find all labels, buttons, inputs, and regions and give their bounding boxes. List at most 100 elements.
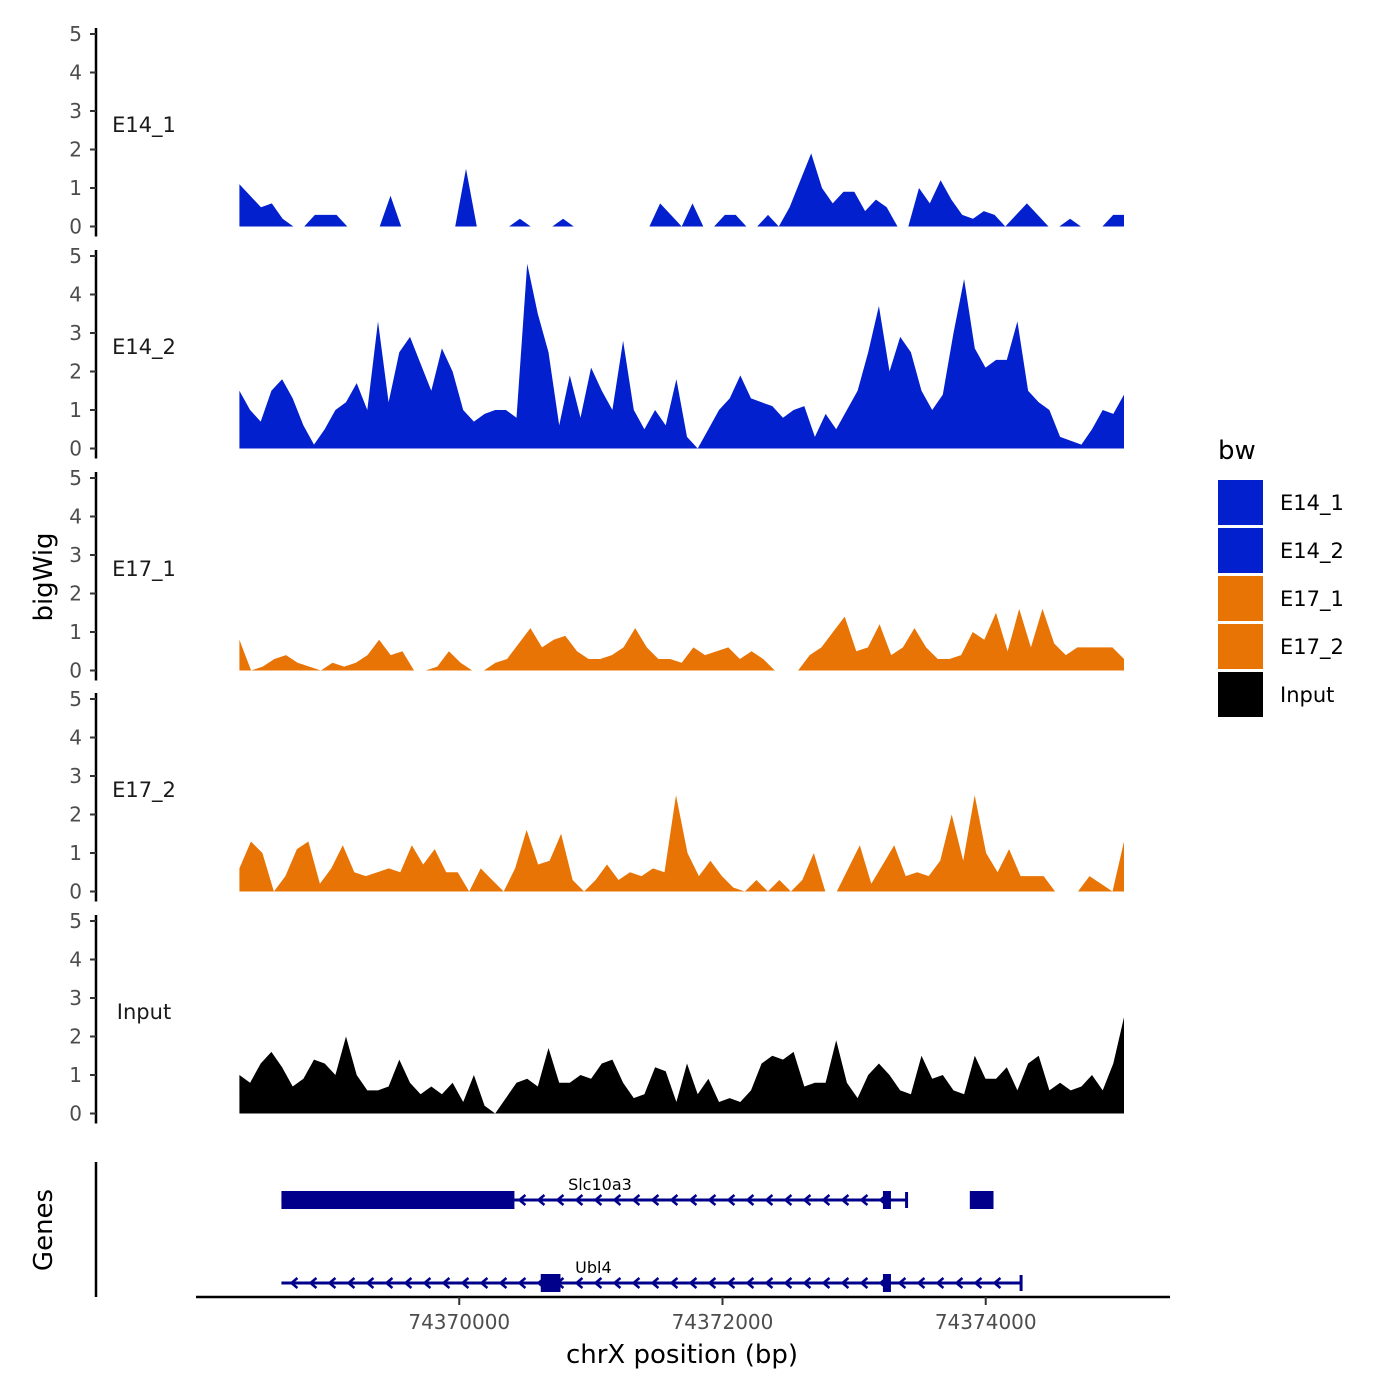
strand-arrow-icon	[498, 1277, 508, 1289]
y-tick-label: 4	[69, 283, 82, 307]
track-label-input: Input	[117, 1000, 171, 1024]
gene-label-ubl4: Ubl4	[575, 1258, 612, 1277]
gene-exon	[882, 1274, 891, 1292]
strand-arrow-icon	[802, 1194, 812, 1206]
y-tick-label: 0	[69, 437, 82, 461]
track-label-e14_2: E14_2	[112, 335, 176, 360]
gene-label-slc10a3: Slc10a3	[568, 1175, 632, 1194]
y-tick-label: 5	[69, 22, 82, 46]
y-tick-label: 0	[69, 215, 82, 239]
strand-arrow-icon	[669, 1194, 679, 1206]
track-panel-e14_1: 0 1 2 3 4 5 E14_1	[69, 22, 1124, 239]
strand-arrow-icon	[631, 1277, 641, 1289]
y-tick-label: 3	[69, 764, 82, 788]
y-tick-label: 3	[69, 543, 82, 567]
strand-arrow-icon	[707, 1194, 717, 1206]
strand-arrow-icon	[916, 1277, 926, 1289]
strand-arrow-icon	[745, 1194, 755, 1206]
signal-area-e17_1	[239, 608, 1124, 671]
strand-arrow-icon	[973, 1277, 983, 1289]
gene-annotation-track: Slc10a3 Ubl4	[94, 1162, 1170, 1299]
x-tick-label: 74370000	[408, 1310, 510, 1334]
strand-arrow-icon	[821, 1277, 831, 1289]
strand-arrow-icon	[460, 1277, 470, 1289]
gene-ubl4: Ubl4	[281, 1258, 1023, 1292]
y-tick-label: 1	[69, 620, 82, 644]
strand-arrow-icon	[726, 1277, 736, 1289]
y-tick-label: 3	[69, 321, 82, 345]
strand-arrow-icon	[422, 1277, 432, 1289]
y-tick-label: 2	[69, 360, 82, 384]
strand-arrow-icon	[859, 1277, 869, 1289]
y-tick-label: 2	[69, 803, 82, 827]
y-tick-label: 4	[69, 948, 82, 972]
strand-arrow-icon	[593, 1194, 603, 1206]
strand-arrow-icon	[346, 1277, 356, 1289]
strand-arrow-icon	[536, 1194, 546, 1206]
legend-label-e17_1: E17_1	[1280, 587, 1344, 612]
strand-arrow-icon	[764, 1277, 774, 1289]
genes-track-title: Genes	[29, 1189, 59, 1271]
strand-arrow-icon	[574, 1277, 584, 1289]
strand-arrow-icon	[574, 1194, 584, 1206]
strand-arrow-icon	[688, 1194, 698, 1206]
strand-arrow-icon	[631, 1194, 641, 1206]
strand-arrow-icon	[612, 1194, 622, 1206]
strand-arrow-icon	[555, 1194, 565, 1206]
signal-area-input	[239, 1017, 1124, 1114]
y-tick-label: 5	[69, 909, 82, 933]
x-tick-label: 74374000	[935, 1310, 1037, 1334]
strand-arrow-icon	[327, 1277, 337, 1289]
signal-area-e14_1	[239, 153, 1124, 227]
strand-arrow-icon	[479, 1277, 489, 1289]
legend-swatch-e17_2	[1218, 624, 1263, 669]
legend-label-e14_2: E14_2	[1280, 539, 1344, 564]
strand-arrow-icon	[802, 1277, 812, 1289]
legend-swatch-input	[1218, 672, 1263, 717]
strand-arrow-icon	[669, 1277, 679, 1289]
strand-arrow-icon	[650, 1194, 660, 1206]
strand-arrow-icon	[840, 1194, 850, 1206]
strand-arrow-icon	[859, 1194, 869, 1206]
strand-arrow-icon	[783, 1194, 793, 1206]
x-axis-title: chrX position (bp)	[566, 1340, 798, 1370]
y-tick-label: 5	[69, 244, 82, 268]
strand-arrow-icon	[403, 1277, 413, 1289]
strand-arrow-icon	[612, 1277, 622, 1289]
y-tick-label: 0	[69, 1102, 82, 1126]
y-tick-label: 5	[69, 466, 82, 490]
y-tick-label: 3	[69, 99, 82, 123]
x-axis-ticks: 74370000 74372000 74374000	[408, 1297, 1037, 1334]
strand-arrow-icon	[593, 1277, 603, 1289]
strand-arrow-icon	[954, 1277, 964, 1289]
strand-arrow-icon	[707, 1277, 717, 1289]
strand-arrow-icon	[441, 1277, 451, 1289]
strand-arrow-icon	[764, 1194, 774, 1206]
strand-arrow-icon	[650, 1277, 660, 1289]
strand-arrow-icon	[821, 1194, 831, 1206]
gene-exon	[540, 1274, 561, 1292]
y-axis-title: bigWig	[29, 532, 59, 621]
y-tick-label: 0	[69, 659, 82, 683]
strand-arrow-icon	[517, 1277, 527, 1289]
y-tick-label: 4	[69, 726, 82, 750]
y-tick-label: 4	[69, 61, 82, 85]
track-panel-e17_1: 0 1 2 3 4 5 E17_1	[69, 466, 1124, 683]
strand-arrow-icon	[935, 1277, 945, 1289]
gene-slc10a3: Slc10a3	[281, 1175, 994, 1209]
strand-arrow-icon	[783, 1277, 793, 1289]
strand-arrow-icon	[365, 1277, 375, 1289]
track-label-e17_2: E17_2	[112, 778, 176, 803]
strand-arrow-icon	[517, 1194, 527, 1206]
track-panel-e14_2: 0 1 2 3 4 5 E14_2	[69, 244, 1124, 461]
legend-label-e14_1: E14_1	[1280, 491, 1344, 516]
strand-arrow-icon	[992, 1277, 1002, 1289]
y-tick-label: 4	[69, 505, 82, 529]
legend-label-e17_2: E17_2	[1280, 635, 1344, 660]
x-tick-label: 74372000	[672, 1310, 774, 1334]
gene-exon	[882, 1191, 891, 1209]
y-tick-label: 2	[69, 582, 82, 606]
signal-area-e14_2	[239, 263, 1124, 449]
track-panel-e17_2: 0 1 2 3 4 5 E17_2	[69, 687, 1124, 904]
